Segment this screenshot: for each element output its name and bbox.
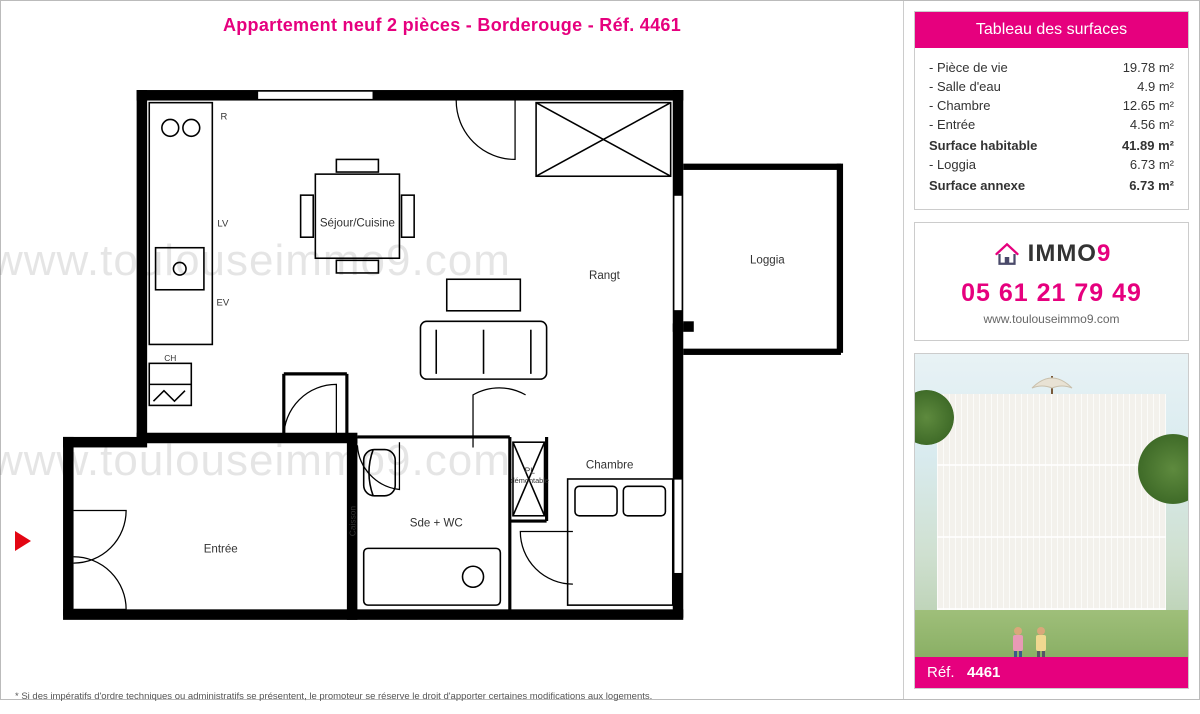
left-panel: Appartement neuf 2 pièces - Borderouge -…	[1, 1, 904, 699]
annot-lv: LV	[217, 219, 229, 230]
surf-row: Entrée4.56 m²	[929, 115, 1174, 134]
annot-ch: CH	[164, 353, 176, 363]
label-entree: Entrée	[204, 544, 238, 556]
contact-box: IMMO9 05 61 21 79 49 www.toulouseimmo9.c…	[914, 222, 1189, 341]
label-chambre: Chambre	[586, 459, 634, 471]
brand-logo: IMMO9	[925, 239, 1178, 269]
building-graphic	[937, 394, 1166, 610]
floorplan-area: www.toulouseimmo9.com www.toulouseimmo9.…	[21, 56, 883, 681]
surf-row: Salle d'eau4.9 m²	[929, 77, 1174, 96]
surf-row: Pièce de vie19.78 m²	[929, 58, 1174, 77]
label-loggia: Loggia	[750, 254, 785, 266]
house-icon	[992, 239, 1022, 269]
label-pl: PL	[525, 466, 536, 476]
label-sde: Sde + WC	[410, 517, 463, 529]
annot-r: R	[220, 111, 227, 122]
entry-arrow-icon	[15, 531, 31, 551]
floorplan-svg: Séjour/Cuisine Rangt Loggia Entrée Sde +…	[21, 56, 883, 681]
surf-row: Loggia6.73 m²	[929, 155, 1174, 174]
right-panel: Tableau des surfaces Pièce de vie19.78 m…	[904, 1, 1199, 699]
surf-total-habitable: Surface habitable41.89 m²	[929, 136, 1174, 155]
page-container: Appartement neuf 2 pièces - Borderouge -…	[0, 0, 1200, 700]
surf-row: Chambre12.65 m²	[929, 96, 1174, 115]
photo-ref-strip: Réf. 4461	[915, 657, 1188, 688]
website-url[interactable]: www.toulouseimmo9.com	[925, 312, 1178, 326]
label-caisson: Caisson	[347, 506, 357, 537]
label-pl2: démontable	[511, 476, 549, 485]
annot-ev: EV	[217, 298, 230, 309]
surfaces-body: Pièce de vie19.78 m² Salle d'eau4.9 m² C…	[915, 48, 1188, 209]
brand-text: IMMO9	[1028, 240, 1112, 268]
label-rangt: Rangt	[589, 270, 621, 282]
ref-number: 4461	[967, 664, 1000, 681]
surfaces-header: Tableau des surfaces	[915, 12, 1188, 48]
phone-number[interactable]: 05 61 21 79 49	[925, 279, 1178, 308]
surfaces-box: Tableau des surfaces Pièce de vie19.78 m…	[914, 11, 1189, 210]
ref-prefix: Réf.	[927, 664, 955, 681]
listing-title: Appartement neuf 2 pièces - Borderouge -…	[1, 1, 903, 46]
property-photo: Réf. 4461	[914, 353, 1189, 689]
surf-total-annexe: Surface annexe6.73 m²	[929, 176, 1174, 195]
label-sejour: Séjour/Cuisine	[320, 218, 395, 230]
disclaimer-text: * Si des impératifs d'ordre techniques o…	[1, 681, 903, 714]
